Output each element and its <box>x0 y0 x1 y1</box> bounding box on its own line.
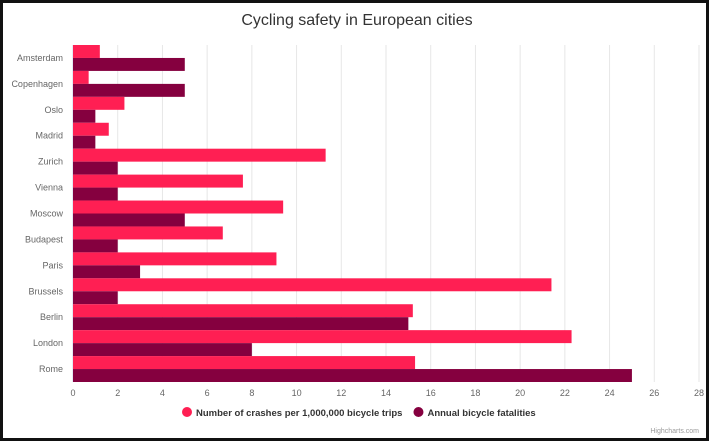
bar-fatalities[interactable] <box>73 343 252 357</box>
category-label: Rome <box>39 364 63 374</box>
legend-item[interactable]: Number of crashes per 1,000,000 bicycle … <box>182 407 402 419</box>
x-tick-label: 2 <box>115 388 120 398</box>
category-label: Moscow <box>30 209 64 219</box>
chart-credit[interactable]: Highcharts.com <box>650 428 699 435</box>
legend-label: Number of crashes per 1,000,000 bicycle … <box>196 408 402 419</box>
category-label: Berlin <box>40 312 63 322</box>
category-label: Oslo <box>44 105 63 115</box>
bar-fatalities[interactable] <box>73 187 118 201</box>
bar-fatalities[interactable] <box>73 369 632 382</box>
bar-crashes[interactable] <box>73 200 284 214</box>
bar-fatalities[interactable] <box>73 109 96 123</box>
legend-marker <box>182 407 192 417</box>
category-label: Copenhagen <box>11 79 63 89</box>
category-label: Paris <box>42 260 63 270</box>
bar-fatalities[interactable] <box>73 135 96 149</box>
legend-label: Annual bicycle fatalities <box>427 408 535 419</box>
bar-crashes[interactable] <box>73 174 243 188</box>
x-axis-ticks: 0 2 4 6 8 10 12 14 16 18 20 22 24 26 28 <box>70 388 704 398</box>
gridlines <box>72 45 700 382</box>
category-label: Madrid <box>35 131 63 141</box>
bar-crashes[interactable] <box>73 356 416 370</box>
x-tick-label: 24 <box>605 388 615 398</box>
category-label: London <box>33 338 63 348</box>
bar-crashes[interactable] <box>73 148 326 162</box>
bar-crashes[interactable] <box>73 122 109 136</box>
x-tick-label: 6 <box>205 388 210 398</box>
bar-chart: Cycling safety in European cities Amster… <box>11 12 704 435</box>
legend-marker <box>413 407 424 417</box>
bar-fatalities[interactable] <box>73 83 185 97</box>
legend-item[interactable]: Annual bicycle fatalities <box>413 407 536 419</box>
bar-crashes[interactable] <box>73 96 125 110</box>
x-tick-label: 26 <box>649 388 659 398</box>
x-tick-label: 10 <box>292 388 302 398</box>
category-label: Zurich <box>38 157 63 167</box>
x-tick-label: 8 <box>249 388 254 398</box>
bar-fatalities[interactable] <box>73 239 118 253</box>
bar-crashes[interactable] <box>73 70 89 84</box>
x-tick-label: 28 <box>694 388 704 398</box>
bar-fatalities[interactable] <box>73 213 185 227</box>
bar-fatalities[interactable] <box>73 317 409 331</box>
legend[interactable]: Number of crashes per 1,000,000 bicycle … <box>182 407 536 419</box>
x-tick-label: 4 <box>160 388 165 398</box>
x-tick-label: 14 <box>381 388 391 398</box>
bar-crashes[interactable] <box>73 226 223 240</box>
category-label: Amsterdam <box>17 53 63 63</box>
bar-crashes[interactable] <box>73 330 572 344</box>
bar-crashes[interactable] <box>73 304 413 318</box>
bar-crashes[interactable] <box>73 252 277 266</box>
category-label: Budapest <box>25 234 64 244</box>
bar-fatalities[interactable] <box>73 265 141 279</box>
x-tick-label: 18 <box>470 388 480 398</box>
bar-fatalities[interactable] <box>73 57 185 71</box>
x-tick-label: 16 <box>426 388 436 398</box>
x-tick-label: 12 <box>336 388 346 398</box>
bar-fatalities[interactable] <box>73 161 118 175</box>
category-label: Brussels <box>28 286 63 296</box>
bars <box>73 45 632 382</box>
bar-crashes[interactable] <box>73 45 100 58</box>
bar-fatalities[interactable] <box>73 291 118 305</box>
x-tick-label: 0 <box>70 388 75 398</box>
bar-crashes[interactable] <box>73 278 552 292</box>
x-tick-label: 20 <box>515 388 525 398</box>
category-label: Vienna <box>35 183 63 193</box>
category-labels: Amsterdam Copenhagen Oslo Madrid Zurich Vienn… <box>11 53 63 374</box>
chart-title: Cycling safety in European cities <box>241 12 472 29</box>
x-tick-label: 22 <box>560 388 570 398</box>
